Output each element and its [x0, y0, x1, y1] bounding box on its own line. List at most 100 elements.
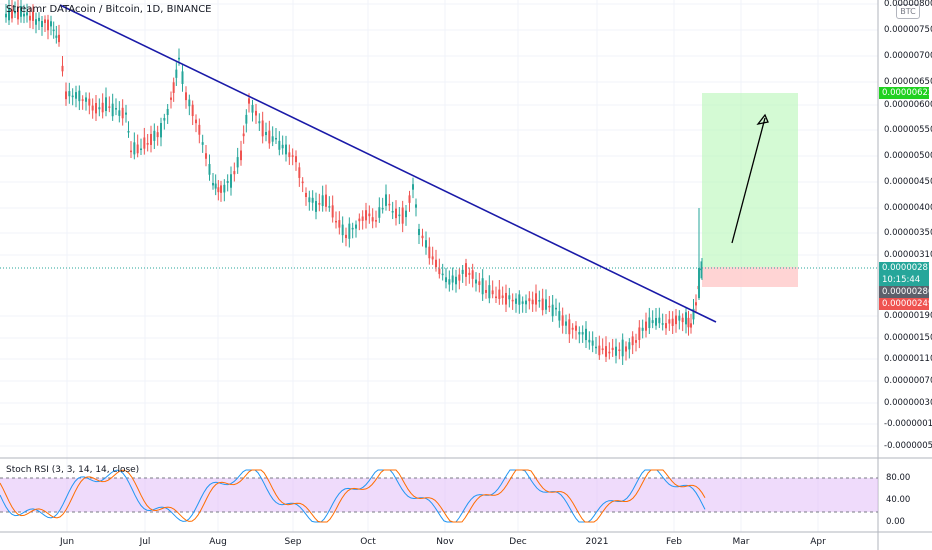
candle-body — [451, 275, 454, 283]
candle-body — [233, 171, 236, 175]
candle-body — [601, 348, 604, 351]
candle-body — [65, 91, 67, 100]
candle-body — [700, 268, 702, 271]
candle-body — [311, 197, 314, 203]
candle-body — [625, 346, 627, 352]
candle-body — [170, 97, 172, 100]
candle-body — [661, 323, 664, 325]
candle-body — [68, 91, 71, 97]
candle-body — [695, 302, 697, 306]
candle-body — [5, 13, 7, 18]
candle-body — [236, 157, 239, 168]
candle-body — [61, 65, 64, 72]
candle-body — [435, 259, 437, 268]
arrow-head — [756, 113, 769, 125]
stop-price-badge: 0.00000249 — [879, 298, 932, 310]
candle-body — [185, 92, 187, 101]
currency-button[interactable]: BTC — [896, 4, 920, 19]
candle-body — [505, 292, 507, 305]
candle-body — [240, 150, 242, 161]
candle-body — [687, 317, 690, 328]
candle-body — [578, 332, 581, 335]
candle-body — [91, 105, 94, 111]
candle-body — [518, 294, 521, 305]
candle-body — [133, 142, 136, 155]
candle-body — [418, 228, 420, 236]
candle-body — [291, 155, 294, 157]
candle-body — [471, 270, 474, 279]
candle-body — [575, 325, 577, 331]
stop-zone — [702, 267, 798, 287]
time-tick: Mar — [732, 537, 750, 547]
candle-body — [301, 181, 304, 184]
candle-body — [455, 276, 457, 285]
candle-body — [545, 299, 547, 310]
candle-body — [611, 347, 614, 351]
candle-body — [378, 207, 381, 218]
candle-body — [635, 340, 637, 343]
candle-body — [515, 298, 517, 304]
candle-body — [245, 114, 248, 124]
candle-body — [351, 227, 354, 230]
candle-body — [115, 108, 117, 110]
candle-body — [315, 201, 317, 212]
time-tick: Dec — [509, 537, 527, 547]
candle-body — [568, 319, 571, 335]
candle-body — [668, 319, 671, 324]
candle-body — [208, 164, 211, 175]
candle-body — [655, 318, 657, 326]
candle-body — [288, 152, 291, 158]
price-tick: 0.00000190 — [884, 311, 932, 321]
price-tick: 0.00000450 — [884, 177, 932, 187]
candle-body — [191, 104, 194, 117]
time-tick: Apr — [810, 537, 826, 547]
price-tick: 0.00000700 — [884, 51, 932, 61]
time-tick: Jun — [59, 537, 75, 547]
candle-body — [461, 269, 464, 274]
candle-body — [50, 21, 52, 27]
candle-body — [214, 183, 217, 189]
candle-body — [671, 318, 674, 326]
candle-body — [631, 336, 634, 346]
candle-body — [136, 144, 139, 154]
candle-body — [23, 13, 25, 17]
candle-body — [581, 332, 584, 335]
price-tick: 0.00000500 — [884, 151, 932, 161]
countdown-badge: 10:15:44 — [879, 274, 929, 286]
candle-body — [140, 148, 142, 151]
candle-body — [130, 150, 132, 153]
candle-body — [26, 12, 28, 16]
candle-body — [412, 184, 414, 190]
candle-body — [105, 97, 107, 112]
candle-body — [295, 156, 297, 163]
candle-body — [212, 182, 214, 186]
candle-body — [605, 346, 607, 357]
candle-body — [678, 315, 681, 321]
candle-body — [275, 137, 277, 140]
candle-body — [281, 144, 284, 149]
candle-body — [491, 290, 494, 295]
rsi-tick: 80.00 — [886, 473, 911, 483]
candle-body — [98, 107, 101, 110]
price-tick: 0.00000310 — [884, 250, 932, 260]
candle-body — [172, 82, 175, 93]
candle-body — [531, 299, 534, 305]
candle-body — [121, 107, 124, 119]
candle-body — [508, 295, 511, 300]
time-tick: Aug — [209, 537, 227, 547]
candle-body — [458, 274, 461, 281]
candle-body — [565, 321, 567, 326]
candle-body — [52, 29, 55, 32]
trendline — [59, 4, 717, 323]
candle-body — [285, 144, 287, 155]
candle-body — [8, 8, 10, 21]
candle-body — [156, 132, 159, 138]
candle-body — [55, 35, 58, 38]
candle-body — [268, 130, 271, 144]
candle-body — [58, 34, 60, 43]
candle-body — [408, 195, 411, 203]
candle-body — [595, 346, 597, 349]
candle-body — [321, 195, 324, 207]
rsi-band — [0, 478, 878, 512]
